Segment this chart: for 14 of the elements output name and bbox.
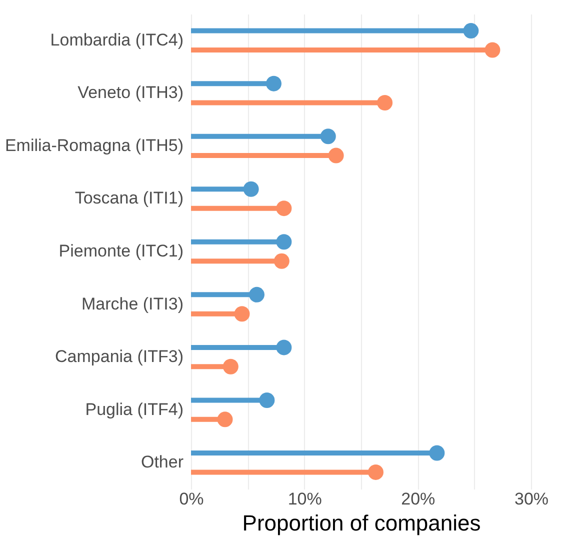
x-tick-label: 0%	[179, 490, 204, 508]
x-tick-label: 20%	[401, 490, 436, 508]
x-tick-label: 10%	[288, 490, 322, 508]
y-tick-label: Veneto (ITH3)	[78, 83, 184, 102]
y-tick-label: Emilia-Romagna (ITH5)	[4, 136, 184, 155]
y-tick-label: Toscana (ITI1)	[74, 188, 184, 208]
y-tick-label: Piemonte (ITC1)	[58, 242, 184, 260]
y-tick-label: Lombardia (ITC4)	[50, 30, 184, 50]
y-tick-label: Marche (ITI3)	[81, 294, 184, 314]
x-axis-title: Proportion of companies	[242, 510, 481, 536]
y-tick-label: Puglia (ITF4)	[85, 400, 184, 419]
y-tick-label: Campania (ITF3)	[55, 347, 184, 366]
y-tick-label: Other	[140, 452, 184, 472]
x-tick-label: 30%	[514, 490, 549, 508]
